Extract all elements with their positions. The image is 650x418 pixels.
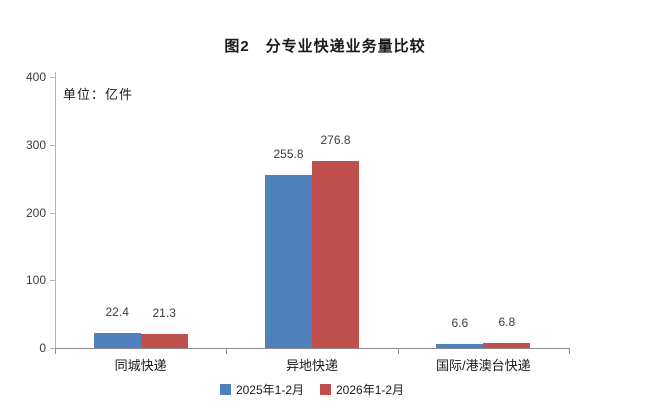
x-axis-tick — [55, 349, 56, 354]
y-axis-label: 0 — [39, 341, 46, 355]
x-axis-category-label: 国际/港澳台快递 — [435, 358, 531, 373]
chart-title: 图2 分专业快递业务量比较 — [224, 38, 426, 55]
bar-value-label: 276.8 — [320, 132, 351, 147]
bar-value-label: 22.4 — [105, 304, 129, 319]
y-axis-label: 200 — [25, 205, 46, 220]
x-axis-category-label: 同城快递 — [114, 358, 167, 373]
y-axis-tick — [50, 280, 55, 282]
y-axis-tick — [50, 212, 55, 214]
legend-swatch — [320, 383, 331, 395]
x-axis-tick — [226, 349, 228, 354]
x-axis-category-label: 异地快递 — [285, 358, 339, 373]
bar — [140, 333, 188, 348]
y-axis-label: 400 — [25, 70, 46, 84]
bar-value-label: 6.6 — [451, 315, 469, 330]
x-axis-tick — [569, 349, 570, 354]
bar — [312, 160, 359, 348]
bar — [265, 174, 312, 348]
y-axis — [55, 72, 56, 348]
x-axis — [55, 348, 570, 349]
y-axis-tick — [50, 348, 55, 349]
y-axis-label: 100 — [25, 273, 46, 288]
legend: 2025年1-2月 2026年1-2月 — [55, 381, 569, 397]
bar-value-label: 255.8 — [273, 146, 304, 161]
y-axis-tick — [50, 77, 55, 78]
legend-label: 2025年1-2月 — [235, 382, 304, 397]
unit-label: 单位：亿件 — [63, 87, 134, 102]
y-axis-tick — [50, 144, 55, 146]
bar — [436, 343, 484, 348]
y-axis-label: 300 — [25, 137, 46, 152]
bar — [93, 332, 141, 348]
x-axis-tick — [397, 349, 399, 354]
legend-item: 2026年1-2月 — [320, 381, 404, 398]
legend-item: 2025年1-2月 — [219, 381, 304, 398]
legend-label: 2026年1-2月 — [336, 382, 405, 397]
bar — [483, 343, 531, 348]
legend-swatch — [219, 383, 231, 395]
bar-value-label: 21.3 — [152, 305, 176, 320]
bar-value-label: 6.8 — [498, 315, 516, 330]
